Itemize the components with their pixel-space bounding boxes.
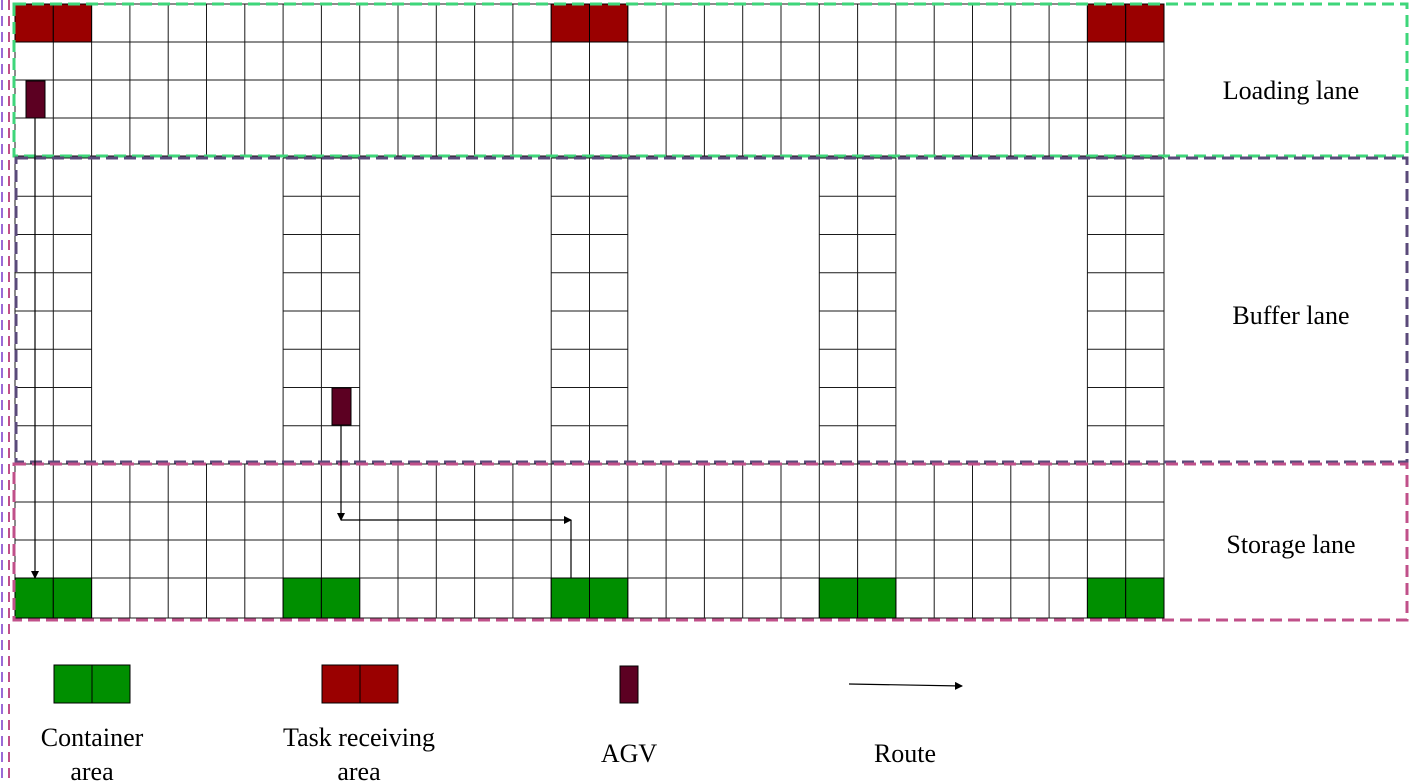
storage-lane-border (12, 462, 1409, 622)
task-receiving-cell (589, 3, 629, 43)
agv-buffer-lane (331, 387, 352, 426)
task-receiving-cell (52, 3, 93, 43)
container-cell (320, 577, 361, 619)
legend-task-swatch-left (321, 664, 361, 704)
task-receiving-cell (550, 3, 591, 43)
legend-task-label-line1: Task receiving (283, 723, 435, 752)
legend-container-label-line1: Container (41, 723, 144, 752)
container-cell (550, 577, 591, 619)
buffer-lane-label: Buffer lane (1232, 301, 1349, 330)
loading-lane-border (12, 2, 1409, 158)
legend-container-swatch-right (91, 664, 131, 704)
grid-layer (14, 3, 1165, 619)
buffer-lane-border (14, 156, 1409, 464)
task-receiving-cell (1125, 3, 1165, 43)
legend-agv-swatch (619, 665, 639, 704)
legend-route-arrow (848, 681, 963, 690)
container-cell (52, 577, 93, 619)
agv-loading-lane (25, 80, 46, 119)
storage-lane-label: Storage lane (1226, 530, 1355, 559)
legend-route-label: Route (874, 739, 936, 768)
container-cell (282, 577, 322, 619)
legend-container-label-line2: area (70, 757, 114, 784)
legend-container-swatch-left (53, 664, 93, 704)
container-cell (14, 577, 54, 619)
task-receiving-cell (1086, 3, 1127, 43)
container-cell (1125, 577, 1165, 619)
container-cell (857, 577, 897, 619)
filled-cells-layer (14, 3, 1165, 619)
legend-task-swatch-right (359, 664, 399, 704)
container-cell (1086, 577, 1127, 619)
container-cell (818, 577, 859, 619)
container-cell (589, 577, 629, 619)
loading-lane-label: Loading lane (1223, 76, 1359, 105)
task-receiving-cell (14, 3, 54, 43)
legend: Container area Task receiving area AGV R… (41, 664, 963, 784)
legend-agv-label: AGV (601, 739, 658, 768)
legend-task-label-line2: area (337, 757, 381, 784)
